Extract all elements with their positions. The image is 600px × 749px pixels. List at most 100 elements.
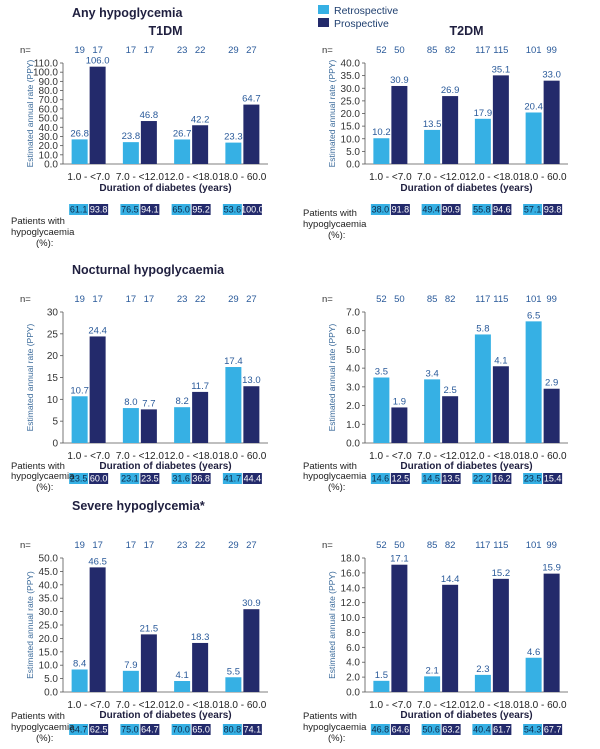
n-value: 115 <box>493 540 508 551</box>
y-tick-label: 18.0 <box>341 554 361 565</box>
pct-box-prospective <box>492 724 512 735</box>
pct-value: 36.8 <box>192 474 210 484</box>
data-label: 8.0 <box>124 397 137 408</box>
y-tick-label: 35.0 <box>39 594 59 605</box>
pct-value: 80.8 <box>224 725 242 735</box>
data-label: 42.2 <box>191 114 210 125</box>
y-tick-label: 2.0 <box>346 673 360 684</box>
bar-prospective <box>391 407 408 443</box>
bar-retrospective <box>225 677 242 692</box>
x-axis-label: Duration of diabetes (years) <box>400 710 532 721</box>
bar-prospective <box>543 388 560 443</box>
y-tick-label: 10.0 <box>39 661 59 672</box>
pct-value: 75.0 <box>121 725 139 735</box>
chart-panels: T1DM0.010.020.030.040.050.060.070.080.09… <box>11 24 568 744</box>
pct-box-prospective <box>492 204 512 215</box>
bar-retrospective <box>122 408 139 443</box>
data-label: 11.7 <box>191 381 209 392</box>
pct-box-prospective <box>390 204 410 215</box>
data-label: 13.5 <box>423 119 442 130</box>
x-tick-label: 1.0 - <7.0 <box>369 700 412 711</box>
bar-retrospective <box>474 674 491 692</box>
bar-retrospective <box>174 139 191 164</box>
pct-box-prospective <box>89 724 109 735</box>
n-value: 52 <box>376 45 387 56</box>
n-value: 101 <box>526 540 542 551</box>
data-label: 2.3 <box>476 664 489 675</box>
x-tick-label: 1.0 - <7.0 <box>369 451 412 462</box>
data-label: 7.9 <box>124 660 137 671</box>
y-tick-label: 35.0 <box>341 71 361 82</box>
n-value: 23 <box>177 540 188 551</box>
x-tick-label: 12.0 - <18.0 <box>465 700 519 711</box>
data-label: 17.9 <box>474 108 493 119</box>
bar-prospective <box>89 66 106 164</box>
patients-label-line1: Patients with <box>303 461 357 472</box>
pct-box-retrospective <box>69 724 89 735</box>
data-label: 64.7 <box>242 94 261 105</box>
x-tick-label: 7.0 - <12.0 <box>116 700 165 711</box>
data-label: 1.9 <box>393 396 406 407</box>
patients-label-line3: (%): <box>328 230 345 241</box>
data-label: 6.5 <box>527 310 540 321</box>
n-value: 17 <box>126 540 137 551</box>
bar-prospective <box>492 75 509 164</box>
patients-label-line2: hypoglycaemia <box>11 471 75 482</box>
x-tick-label: 7.0 - <12.0 <box>417 172 466 183</box>
pct-value: 46.8 <box>372 725 390 735</box>
chart-panel: T2DM 0.0 5.0 10.015.0 20.0 25.030.0 35.040.0 Es… <box>303 24 568 241</box>
data-label: 4.1 <box>494 355 507 366</box>
y-tick-label: 14.0 <box>341 583 361 594</box>
n-value: 50 <box>394 45 405 56</box>
pct-box-retrospective <box>370 473 390 484</box>
patients-label-line3: (%): <box>36 238 53 249</box>
n-value: 22 <box>195 45 206 56</box>
pct-box-retrospective <box>421 473 441 484</box>
y-tick-label: 80.0 <box>39 86 59 97</box>
bar-retrospective <box>525 657 542 692</box>
y-tick-label: 40.0 <box>39 580 59 591</box>
pct-value: 94.6 <box>493 205 511 215</box>
patients-label-line3: (%): <box>36 482 53 493</box>
x-tick-label: 18.0 - 60.0 <box>519 451 567 462</box>
pct-value: 90.9 <box>442 205 460 215</box>
y-tick-label: 60.0 <box>39 104 59 115</box>
pct-value: 65.0 <box>172 205 190 215</box>
pct-box-prospective <box>140 473 160 484</box>
chart-panel: T1DM0.010.020.030.040.050.060.070.080.09… <box>11 24 268 249</box>
bar-prospective <box>140 121 157 164</box>
x-tick-label: 12.0 - <18.0 <box>164 700 218 711</box>
y-tick-label: 4.0 <box>346 364 360 375</box>
x-tick-label: 18.0 - 60.0 <box>519 700 567 711</box>
pct-value: 61.1 <box>70 205 88 215</box>
pct-box-retrospective <box>523 473 543 484</box>
x-tick-label: 12.0 - <18.0 <box>465 451 519 462</box>
legend-swatch-prospective <box>318 18 329 27</box>
pct-value: 95.2 <box>192 205 210 215</box>
bar-prospective <box>442 396 459 443</box>
pct-value: 54.3 <box>524 725 542 735</box>
x-tick-label: 1.0 - <7.0 <box>67 451 110 462</box>
y-axis-label: Estimated annual rate (PPY) <box>327 571 337 679</box>
pct-box-retrospective <box>472 204 492 215</box>
y-tick-label: 1.0 <box>346 420 360 431</box>
patients-label-line3: (%): <box>328 733 345 744</box>
y-tick-label: 50.0 <box>39 114 59 125</box>
n-value: 17 <box>92 540 103 551</box>
y-axis-label: Estimated annual rate (PPY) <box>327 59 337 167</box>
n-value: 17 <box>144 540 155 551</box>
pct-value: 31.6 <box>172 474 190 484</box>
x-axis-label: Duration of diabetes (years) <box>99 183 231 194</box>
x-tick-label: 12.0 - <18.0 <box>164 451 218 462</box>
x-axis-label: Duration of diabetes (years) <box>99 710 231 721</box>
pct-value: 62.5 <box>90 725 108 735</box>
pct-box-retrospective <box>523 724 543 735</box>
data-label: 20.4 <box>524 101 543 112</box>
n-value: 99 <box>546 45 557 56</box>
bar-prospective <box>391 85 408 164</box>
pct-box-retrospective <box>120 204 140 215</box>
legend: Retrospective Prospective <box>318 5 398 30</box>
n-value: 50 <box>394 540 405 551</box>
pct-box-prospective <box>543 724 563 735</box>
data-label: 46.8 <box>140 110 159 121</box>
